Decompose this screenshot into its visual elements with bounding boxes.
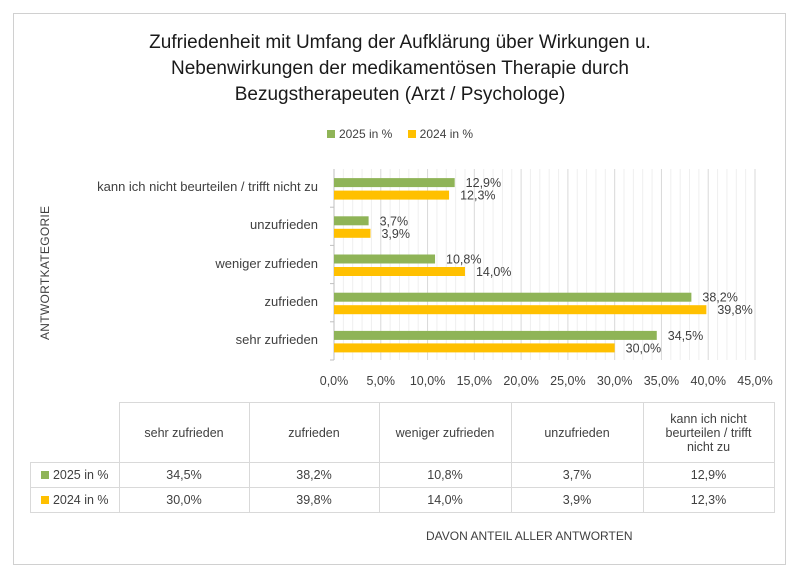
x-tick-label: 0,0% xyxy=(319,374,349,388)
title-line: Nebenwirkungen der medikamentösen Therap… xyxy=(170,58,630,79)
bar xyxy=(334,178,455,188)
chart-frame xyxy=(13,13,786,565)
table-cell: 30,0% xyxy=(118,487,250,513)
legend-swatch xyxy=(407,130,416,138)
x-tick-label: 35,0% xyxy=(643,374,680,388)
data-label: 3,7% xyxy=(380,214,409,228)
x-tick-label: 45,0% xyxy=(737,374,773,388)
table-cell: 34,5% xyxy=(118,462,250,488)
bar xyxy=(334,216,369,226)
table-cell: 14,0% xyxy=(378,487,512,513)
data-table: sehr zufrieden zufrieden weniger zufried… xyxy=(30,402,775,513)
table-header: zufrieden xyxy=(248,402,380,463)
bar xyxy=(334,292,692,302)
table-cell: 3,9% xyxy=(510,487,644,513)
table-header: weniger zufrieden xyxy=(378,402,512,463)
legend-label: 2024 in % xyxy=(419,127,474,141)
row-label-text: 2024 in % xyxy=(52,493,109,507)
bar xyxy=(334,305,707,315)
table-cell: 39,8% xyxy=(248,487,380,513)
table-header: unzufrieden xyxy=(510,402,644,463)
x-tick-label: 10,0% xyxy=(409,374,446,388)
legend-item-2024: 2024 in % xyxy=(407,127,474,141)
table-cell: 10,8% xyxy=(378,462,512,488)
table-corner xyxy=(30,402,120,463)
bar xyxy=(334,190,450,200)
category-label: sehr zufrieden xyxy=(235,331,318,347)
legend: 2025 in % 2024 in % xyxy=(0,127,800,141)
plot-area: 34,5% 30,0% 38,2%39,8% 10,8%14,0% 3,7%3,9% 12… xyxy=(330,169,756,361)
x-tick-label: 15,0% xyxy=(456,374,493,388)
data-label: 39,8% xyxy=(717,303,752,317)
x-tick-label: 20,0% xyxy=(503,374,539,388)
table-row: 2025 in % 34,5% 38,2% 10,8% 3,7% 12,9% xyxy=(30,462,775,488)
x-axis-title: DAVON ANTEIL ALLER ANTWORTEN xyxy=(426,529,633,543)
legend-swatch xyxy=(326,130,335,138)
bar xyxy=(334,267,465,276)
category-label: weniger zufrieden xyxy=(215,255,318,271)
table-cell: 12,9% xyxy=(642,462,775,488)
table-header: kann ich nicht beurteilen / trifft nicht… xyxy=(642,402,775,463)
table-cell: 12,3% xyxy=(642,487,775,513)
legend-swatch xyxy=(40,496,49,504)
x-tick-label: 40,0% xyxy=(690,374,726,388)
data-label: 12,9% xyxy=(466,176,501,190)
legend-label: 2025 in % xyxy=(338,127,393,141)
row-label: 2024 in % xyxy=(30,487,120,513)
bar xyxy=(334,254,436,264)
x-tick-label: 25,0% xyxy=(550,374,586,388)
data-label: 38,2% xyxy=(702,291,737,305)
category-label: zufrieden xyxy=(264,293,318,309)
data-label: 34,5% xyxy=(668,329,703,343)
table-cell: 38,2% xyxy=(248,462,380,488)
chart-title: Zufriedenheit mit Umfang der Aufklärung … xyxy=(100,30,700,108)
table-cell: 3,7% xyxy=(510,462,644,488)
table-row: 2024 in % 30,0% 39,8% 14,0% 3,9% 12,3% xyxy=(30,487,775,513)
category-label: unzufrieden xyxy=(250,217,318,233)
legend-swatch xyxy=(40,471,49,479)
title-line: Zufriedenheit mit Umfang der Aufklärung … xyxy=(149,32,651,53)
row-label-text: 2025 in % xyxy=(52,468,109,482)
category-label: kann ich nicht beurteilen / trifft nicht… xyxy=(97,179,318,195)
data-label: 10,8% xyxy=(446,253,481,267)
data-label: 12,3% xyxy=(460,189,495,203)
data-label: 30,0% xyxy=(626,341,661,355)
table-header: sehr zufrieden xyxy=(118,402,250,463)
x-tick-label: 5,0% xyxy=(366,374,396,388)
data-label: 3,9% xyxy=(381,227,410,241)
legend-item-2025: 2025 in % xyxy=(326,127,393,141)
bar xyxy=(334,330,657,340)
row-label: 2025 in % xyxy=(30,462,120,488)
bar xyxy=(334,343,615,353)
x-tick-label: 30,0% xyxy=(596,374,633,388)
title-line: Bezugstherapeuten (Arzt / Psychologe) xyxy=(234,84,566,105)
data-label: 14,0% xyxy=(476,265,511,279)
bar xyxy=(334,228,371,238)
